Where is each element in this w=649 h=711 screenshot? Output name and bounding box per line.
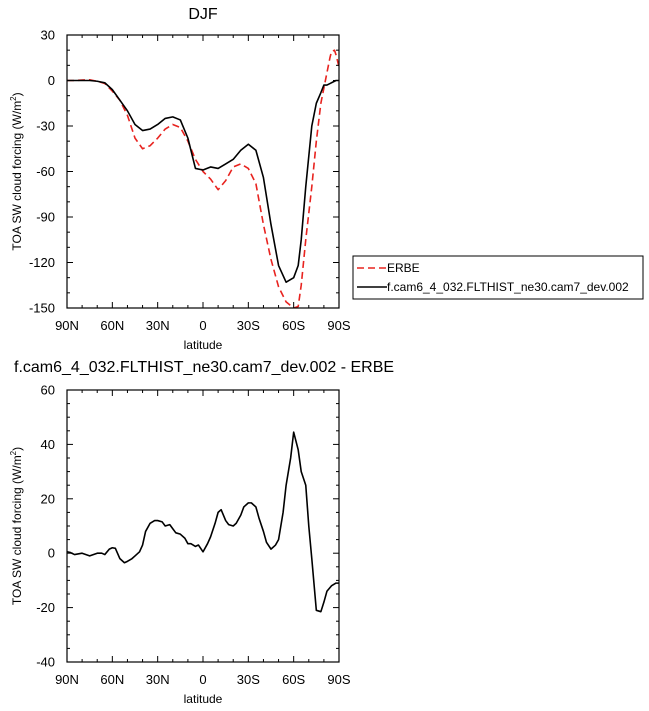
series-group (67, 431, 339, 613)
y-tick-label: -120 (29, 255, 55, 270)
x-tick-label: 0 (199, 672, 206, 687)
x-tick-label: 90S (327, 318, 350, 333)
y-axis-title-superscript: 2 (9, 450, 18, 455)
legend: ERBE f.cam6_4_032.FLTHIST_ne30.cam7_dev.0… (352, 255, 644, 300)
x-tick-label: 60S (282, 318, 305, 333)
y-tick-label: -90 (36, 210, 55, 225)
series-group (67, 49, 339, 308)
y-tick-label: 0 (48, 546, 55, 561)
x-axis-title: latitude (184, 692, 223, 706)
chart-panel-1: DJF 90N 60N 30N 0 30S 60S 90S latitude 30 0 -30 -60 -… (9, 6, 644, 352)
y-tick-label: -150 (29, 301, 55, 316)
chart-title: DJF (188, 6, 218, 23)
x-tick-label: 90S (327, 672, 350, 687)
y-tick-label: 0 (48, 73, 55, 88)
plot-frame (66, 389, 340, 663)
y-tick-label: -20 (36, 600, 55, 615)
x-tick-label: 90N (55, 318, 79, 333)
x-tick-label: 60N (100, 318, 124, 333)
y-axis-title: TOA SW cloud forcing (W/m2) (9, 92, 24, 250)
y-axis-title-tail: ) (10, 92, 24, 96)
x-tick-label: 60N (100, 672, 124, 687)
x-tick-label: 30S (237, 318, 260, 333)
y-tick-label: -40 (36, 655, 55, 670)
y-axis-title-main: TOA SW cloud forcing (W/m (10, 101, 24, 251)
series-line-erbe (67, 49, 339, 308)
x-tick-label: 90N (55, 672, 79, 687)
y-axis-title: TOA SW cloud forcing (W/m2) (9, 447, 24, 605)
series-line-difference (67, 431, 339, 613)
y-tick-label: 20 (41, 491, 55, 506)
y-tick-label: 60 (41, 383, 55, 398)
x-tick-label: 0 (199, 318, 206, 333)
y-axis-title-tail: ) (10, 447, 24, 451)
x-tick-label: 30S (237, 672, 260, 687)
legend-box (352, 255, 644, 300)
legend-label: f.cam6_4_032.FLTHIST_ne30.cam7_dev.002 (387, 280, 629, 294)
chart-title: f.cam6_4_032.FLTHIST_ne30.cam7_dev.002 -… (14, 359, 394, 376)
y-axis-title-superscript: 2 (9, 96, 18, 101)
x-axis-title: latitude (184, 338, 223, 352)
y-tick-label: -30 (36, 119, 55, 134)
legend-label: ERBE (387, 261, 420, 275)
x-tick-label: 30N (146, 318, 170, 333)
series-line-f-cam6-4-032-flthist-ne30-cam7-dev-002 (67, 79, 339, 284)
y-tick-label: -60 (36, 164, 55, 179)
y-tick-label: 40 (41, 437, 55, 452)
x-tick-label: 60S (282, 672, 305, 687)
chart-panel-2: f.cam6_4_032.FLTHIST_ne30.cam7_dev.002 -… (9, 359, 394, 706)
y-tick-label: 30 (41, 28, 55, 43)
y-axis-title-main: TOA SW cloud forcing (W/m (10, 455, 24, 605)
x-tick-label: 30N (146, 672, 170, 687)
